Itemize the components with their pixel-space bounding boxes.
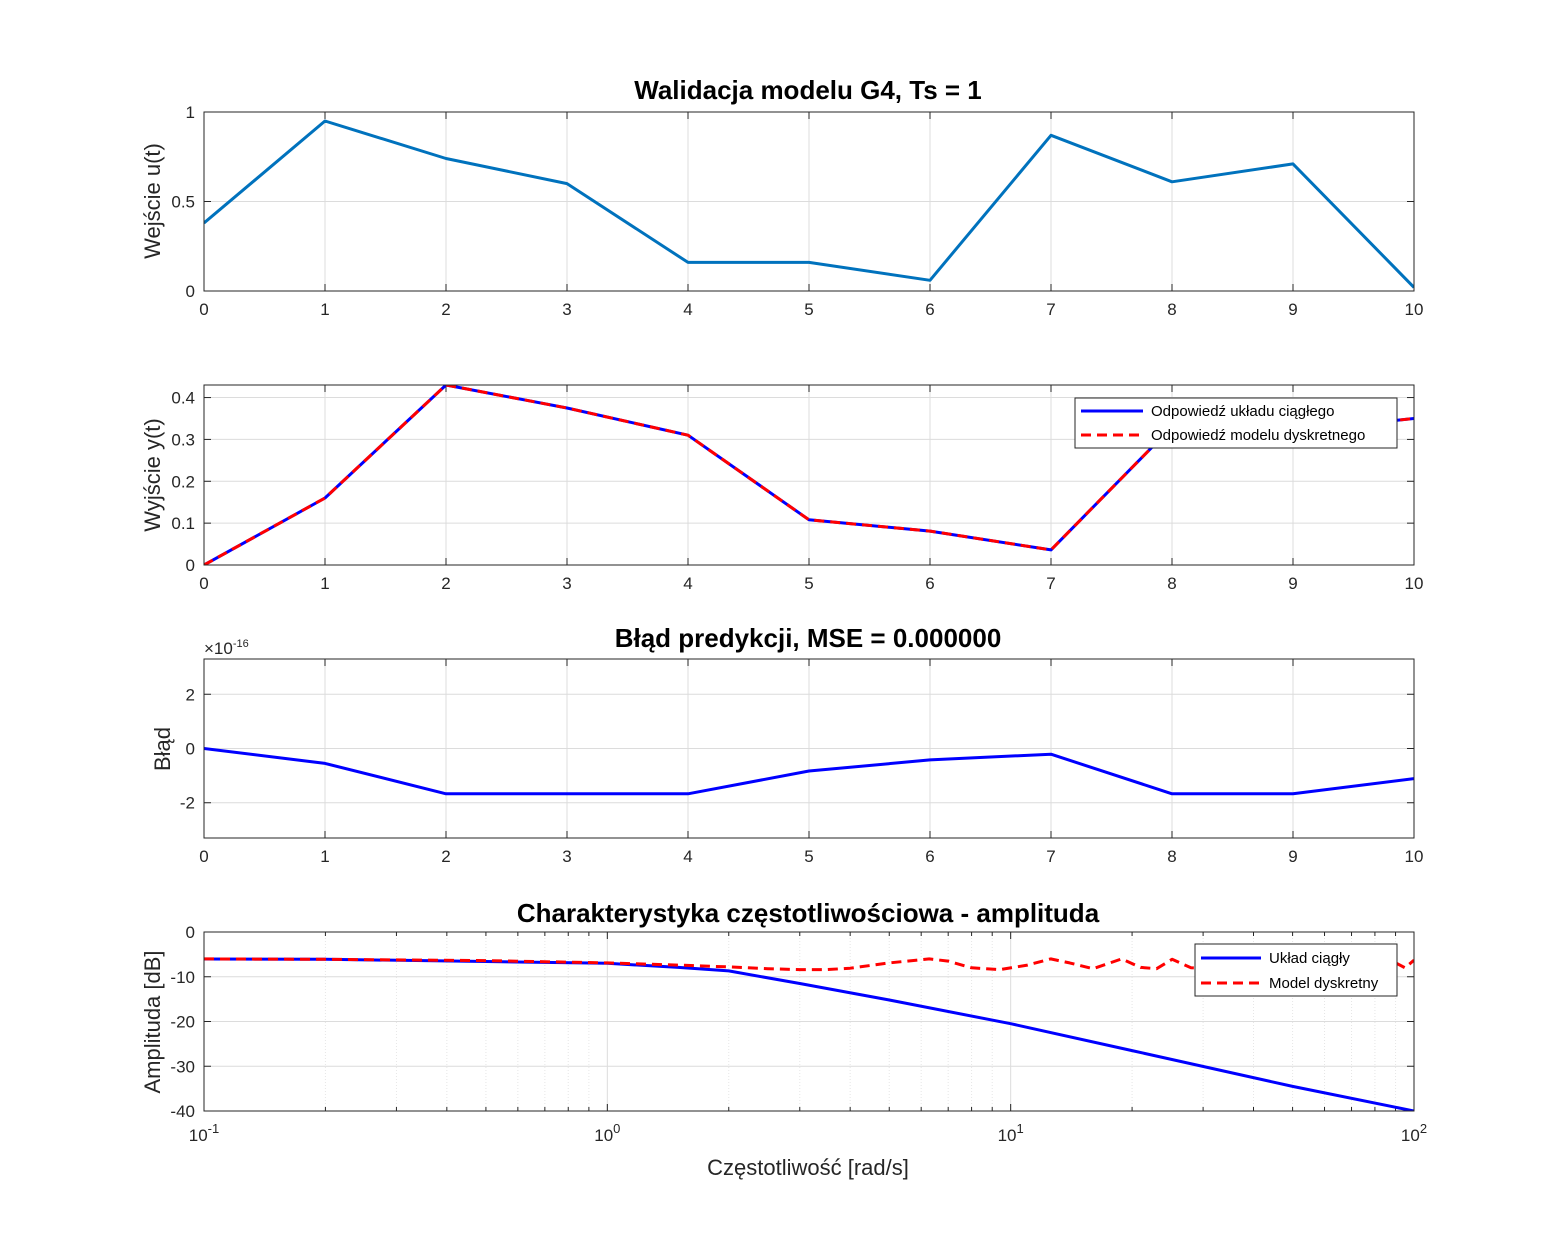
x-tick-label: 2 xyxy=(441,300,450,319)
x-tick-label: 5 xyxy=(804,847,813,866)
y-tick-label: -20 xyxy=(170,1013,195,1032)
y-axis-label: Amplituda [dB] xyxy=(140,950,165,1093)
x-tick-label: 8 xyxy=(1167,300,1176,319)
x-tick-label: 10-1 xyxy=(189,1121,219,1145)
y-tick-label: 0 xyxy=(186,282,195,301)
y-tick-label: -10 xyxy=(170,968,195,987)
y-tick-label: 0.3 xyxy=(171,430,195,449)
y-tick-label: 0 xyxy=(186,740,195,759)
legend-entry: Odpowiedź układu ciągłego xyxy=(1151,403,1334,420)
x-tick-label: 9 xyxy=(1288,300,1297,319)
x-tick-label: 4 xyxy=(683,300,692,319)
x-tick-label: 4 xyxy=(683,847,692,866)
legend: Układ ciągły Model dyskretny xyxy=(1194,943,1398,997)
x-tick-label: 3 xyxy=(562,300,571,319)
x-tick-label: 1 xyxy=(320,574,329,593)
x-tick-label: 7 xyxy=(1046,847,1055,866)
x-tick-label: 8 xyxy=(1167,847,1176,866)
x-tick-label: 3 xyxy=(562,574,571,593)
y-axis-label: Wejście u(t) xyxy=(140,143,165,259)
y-tick-label: 0 xyxy=(186,556,195,575)
x-tick-label: 4 xyxy=(683,574,692,593)
y-tick-label: 0.1 xyxy=(171,514,195,533)
x-tick-label: 9 xyxy=(1288,574,1297,593)
axes-box xyxy=(203,658,1415,839)
subplot-input: 0 1 2 3 4 5 6 7 8 9 10 0 0.5 1 Walidacja modelu G4, T… xyxy=(140,75,1423,319)
x-tick-label: 6 xyxy=(925,300,934,319)
x-tick-label: 2 xyxy=(441,574,450,593)
legend-entry: Model dyskretny xyxy=(1269,975,1379,992)
x-tick-label: 100 xyxy=(594,1121,620,1145)
legend-box xyxy=(1194,943,1398,997)
plot-layer: 0 1 2 3 4 5 6 7 8 9 10 0 0.5 1 xyxy=(171,103,1423,319)
chart-title: Charakterystyka częstotliwościowa - ampl… xyxy=(517,898,1100,928)
x-tick-label: 0 xyxy=(199,847,208,866)
x-tick-label: 7 xyxy=(1046,574,1055,593)
subplot-output: 0 1 2 3 4 5 6 7 8 9 10 0 0.1 0.2 0.3 0.4 Wyjście y(t) O… xyxy=(140,384,1424,593)
x-tick-label: 10 xyxy=(1405,574,1424,593)
chart-title: Błąd predykcji, MSE = 0.000000 xyxy=(615,623,1002,653)
y-tick-label: 0.4 xyxy=(171,389,195,408)
x-tick-label: 2 xyxy=(441,847,450,866)
y-exponent-label: ×10-16 xyxy=(204,638,249,658)
legend-entry: Odpowiedź modelu dyskretnego xyxy=(1151,427,1365,444)
x-tick-label: 10 xyxy=(1405,300,1424,319)
y-tick-label: -2 xyxy=(180,794,195,813)
x-tick-label: 6 xyxy=(925,574,934,593)
subplot-error: 0 1 2 3 4 5 6 7 8 9 10 -2 0 2 Błąd predykcji, MSE = 0… xyxy=(150,623,1423,866)
y-tick-label: 2 xyxy=(186,685,195,704)
y-tick-label: 0.2 xyxy=(171,472,195,491)
x-tick-label: 3 xyxy=(562,847,571,866)
x-tick-label: 1 xyxy=(320,300,329,319)
x-tick-label: 5 xyxy=(804,574,813,593)
x-tick-label: 102 xyxy=(1401,1121,1427,1145)
x-tick-label: 5 xyxy=(804,300,813,319)
y-tick-label: 1 xyxy=(186,103,195,122)
x-axis-label: Częstotliwość [rad/s] xyxy=(707,1155,909,1180)
x-tick-label: 101 xyxy=(998,1121,1024,1145)
chart-title: Walidacja modelu G4, Ts = 1 xyxy=(634,75,982,105)
axes-box xyxy=(203,384,1415,566)
legend: Odpowiedź układu ciągłego Odpowiedź mode… xyxy=(1074,397,1398,449)
plot-layer: 0 1 2 3 4 5 6 7 8 9 10 0 0.1 0.2 0.3 0.4 xyxy=(171,384,1424,593)
y-tick-label: -40 xyxy=(170,1102,195,1121)
y-tick-label: -30 xyxy=(170,1057,195,1076)
x-tick-label: 8 xyxy=(1167,574,1176,593)
legend-entry: Układ ciągły xyxy=(1269,950,1350,967)
x-tick-label: 7 xyxy=(1046,300,1055,319)
y-tick-label: 0.5 xyxy=(171,193,195,212)
y-tick-label: 0 xyxy=(186,923,195,942)
axes-box xyxy=(203,111,1415,292)
series-line-0 xyxy=(204,957,1414,1111)
series-line-0 xyxy=(204,119,1414,289)
plot-layer: 0 1 2 3 4 5 6 7 8 9 10 -2 0 2 xyxy=(180,658,1424,866)
y-axis-label: Błąd xyxy=(150,727,175,771)
x-tick-label: 0 xyxy=(199,300,208,319)
y-axis-label: Wyjście y(t) xyxy=(140,418,165,531)
x-tick-label: 1 xyxy=(320,847,329,866)
series-line-0 xyxy=(204,747,1414,796)
axes-box xyxy=(203,931,1415,1112)
x-tick-label: 9 xyxy=(1288,847,1297,866)
subplot-frequency: 10-1 100 101 102 -40 -30 -20 -10 0 Charakterysty… xyxy=(140,898,1427,1180)
x-tick-label: 6 xyxy=(925,847,934,866)
x-tick-label: 0 xyxy=(199,574,208,593)
legend-box xyxy=(1074,397,1398,449)
x-tick-label: 10 xyxy=(1405,847,1424,866)
